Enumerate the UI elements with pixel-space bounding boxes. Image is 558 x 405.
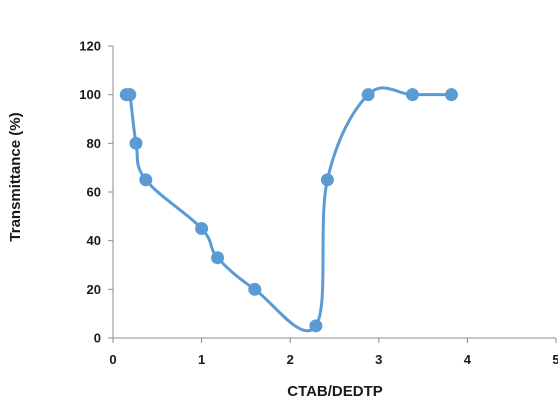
data-point — [129, 136, 143, 150]
data-point — [361, 88, 375, 102]
y-tick-label: 100 — [79, 87, 101, 102]
data-point — [444, 88, 458, 102]
y-tick-label: 120 — [79, 39, 101, 54]
x-axis-title: CTAB/DEDTP — [287, 383, 383, 400]
axes — [112, 46, 556, 339]
series-line — [124, 86, 452, 333]
x-tick-label: 4 — [464, 352, 472, 367]
x-tick-label: 2 — [287, 352, 294, 367]
series-points — [119, 88, 458, 333]
data-point — [320, 173, 334, 187]
data-point — [195, 222, 209, 235]
x-axis-ticks: 0 1 2 3 4 5 — [109, 338, 558, 367]
y-tick-label: 20 — [87, 282, 101, 297]
data-point — [405, 88, 419, 102]
y-tick-label: 40 — [87, 233, 101, 248]
y-tick-label: 80 — [87, 136, 101, 151]
y-tick-label: 60 — [87, 185, 101, 200]
data-point — [248, 282, 262, 296]
y-axis-title: Transmittance (%) — [7, 112, 24, 241]
x-tick-label: 3 — [375, 352, 382, 367]
x-tick-label: 1 — [198, 352, 205, 367]
data-point — [309, 319, 323, 333]
x-tick-label: 5 — [552, 352, 558, 367]
y-axis-ticks: 0 20 40 60 80 100 120 — [79, 39, 113, 346]
data-point — [139, 173, 153, 187]
data-point — [123, 88, 137, 102]
x-tick-label: 0 — [109, 352, 116, 367]
data-point — [211, 251, 225, 265]
y-tick-label: 0 — [94, 331, 101, 346]
